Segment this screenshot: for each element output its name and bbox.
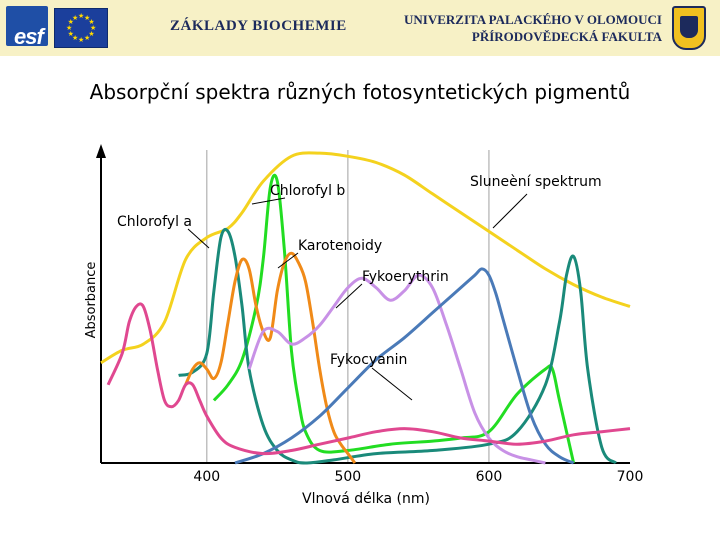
annotation-label: Sluneèní spektrum (470, 174, 602, 190)
eu-star-icon: ★ (72, 34, 79, 43)
x-tick-label: 400 (193, 469, 220, 485)
annotation-leader (492, 193, 528, 229)
eu-star-icon: ★ (78, 36, 85, 44)
eu-star-icon: ★ (90, 24, 97, 32)
annotation-leader (251, 197, 286, 205)
eu-star-icon: ★ (66, 24, 73, 32)
annotation-label: Fykocyanin (330, 352, 407, 368)
esf-logo: esf (6, 6, 48, 49)
x-tick-label: 500 (334, 469, 361, 485)
university-name: UNIVERZITA PALACKÉHO V OLOMOUCI (404, 12, 662, 27)
annotation-leader (277, 252, 299, 269)
y-axis-label: Absorbance (84, 262, 99, 339)
esf-logo-text: esf (14, 24, 44, 49)
annotation-label: Fykoerythrin (362, 269, 449, 285)
annotation-label: Karotenoidy (298, 238, 382, 254)
series-line-1 (212, 173, 576, 464)
slide-title: Absorpční spektra různých fotosyntetický… (89, 80, 631, 104)
eu-flag-icon: ★ ★ ★ ★ ★ ★ ★ ★ ★ ★ ★ ★ (54, 8, 108, 48)
faculty-name: PŘÍRODOVĚDECKÁ FAKULTA (471, 29, 662, 44)
eu-star-icon: ★ (78, 12, 85, 20)
series-line-5 (234, 267, 575, 465)
university-crest-icon (672, 6, 706, 50)
x-tick-label: 600 (476, 469, 503, 485)
annotation-label: Chlorofyl a (117, 214, 192, 230)
x-tick-label: 700 (617, 469, 644, 485)
eu-star-icon: ★ (84, 13, 91, 22)
annotation-leader (187, 228, 210, 249)
eu-star-icon: ★ (88, 30, 95, 38)
annotation-label: Chlorofyl b (270, 183, 345, 199)
eu-star-icon: ★ (67, 30, 74, 38)
y-axis-arrow-icon (96, 144, 106, 158)
annotation-leader (371, 367, 413, 401)
course-title: ZÁKLADY BIOCHEMIE (170, 18, 347, 34)
series-line-2 (178, 227, 618, 465)
x-axis-label: Vlnová délka (nm) (302, 491, 430, 507)
eu-star-icon: ★ (67, 18, 74, 26)
eu-star-icon: ★ (72, 13, 79, 22)
eu-star-icon: ★ (84, 34, 91, 43)
series-line-4 (247, 273, 546, 465)
header-banner: esf ★ ★ ★ ★ ★ ★ ★ ★ ★ ★ ★ ★ ZÁKLADY BIOCHEMIE UNIVE… (0, 0, 720, 56)
series-line-6 (106, 302, 631, 456)
eu-star-icon: ★ (88, 18, 95, 26)
series-line-3 (184, 251, 357, 464)
series-line-0 (100, 151, 631, 365)
annotation-leader (335, 283, 363, 309)
